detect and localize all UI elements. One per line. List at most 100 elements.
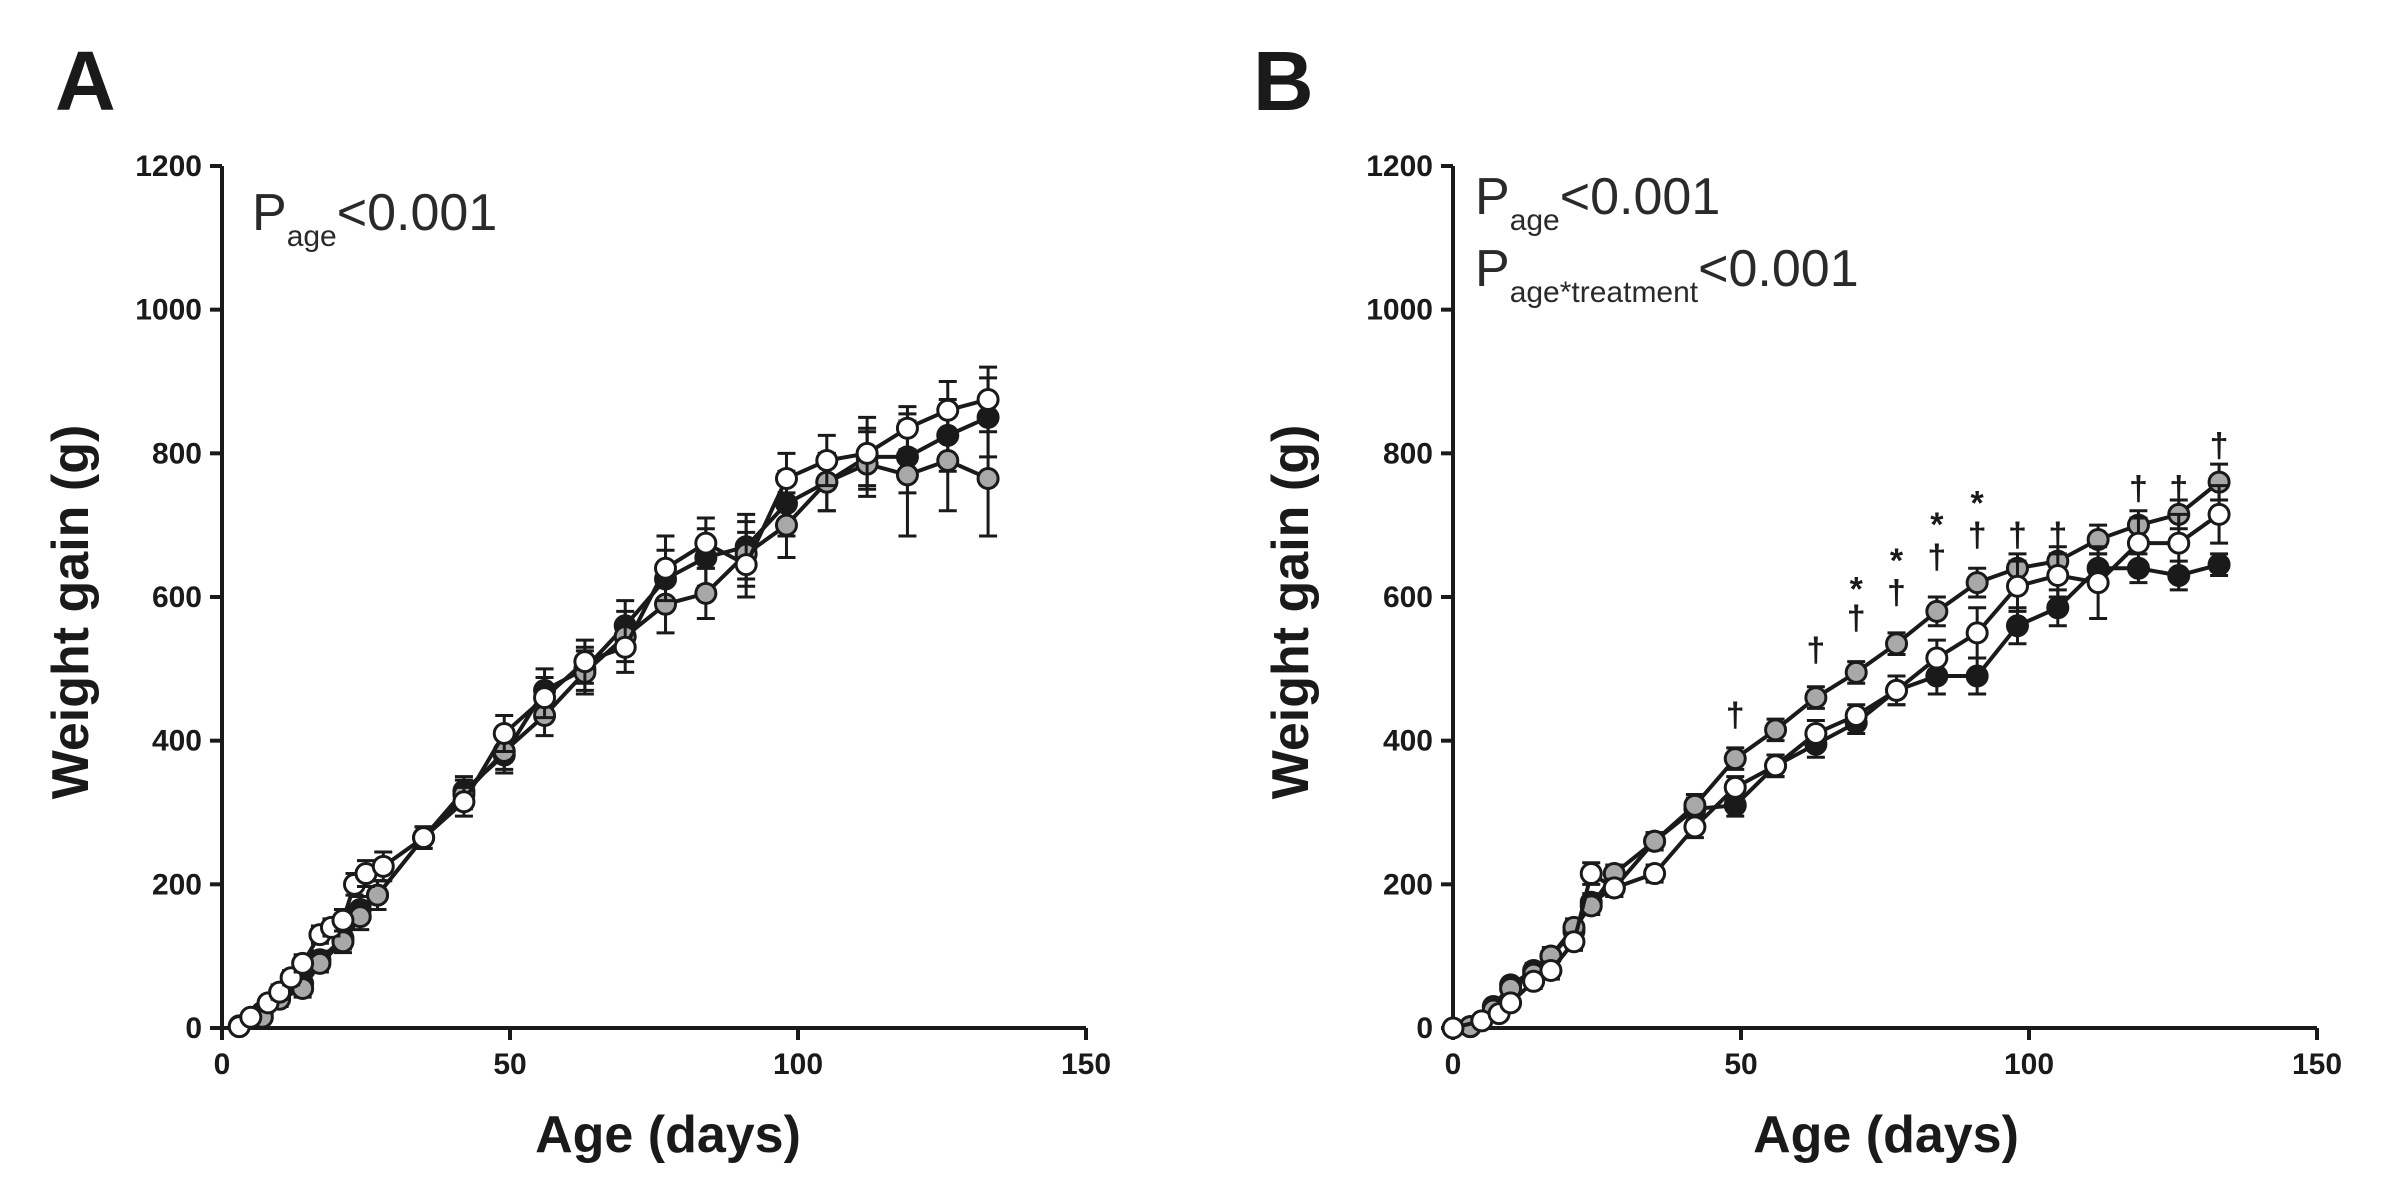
data-point: [1539, 959, 1563, 983]
y-tick-label: 1000: [135, 294, 202, 327]
y-tick-label: 0: [1416, 1012, 1433, 1045]
data-point: [936, 449, 960, 473]
series-gray: [227, 408, 1000, 1039]
y-tick-label: 200: [152, 868, 202, 901]
data-point: [371, 854, 395, 878]
data-point: [533, 686, 557, 710]
x-tick-label: 150: [2292, 1048, 2342, 1081]
data-point: [1522, 969, 1546, 993]
data-point: [492, 721, 516, 745]
data-point: [1965, 621, 1989, 645]
data-point: [976, 466, 1000, 490]
data-point: [1562, 930, 1586, 954]
p-value-text: <0.001: [337, 184, 498, 242]
data-point: [613, 635, 637, 659]
series-layer: [227, 365, 1000, 1039]
data-point: [239, 1005, 263, 1029]
asterisk-mark: *: [1971, 484, 1985, 522]
series-line: [1468, 562, 2220, 1029]
p-subscript: age: [287, 220, 337, 253]
asterisk-mark: *: [1890, 542, 1904, 580]
data-point: [1925, 599, 1949, 623]
data-point: [895, 416, 919, 440]
axes: 0 200 400 600 800 1000 1200 0 50 100 150: [1366, 150, 2342, 1081]
data-point: [452, 790, 476, 814]
data-point: [1885, 632, 1909, 656]
p-value-text: <0.001: [1698, 240, 1859, 298]
p-letter: P: [1475, 168, 1510, 226]
data-point: [2046, 563, 2070, 587]
data-point: [815, 449, 839, 473]
dagger-mark: †: [1726, 696, 1745, 734]
dagger-mark: †: [2169, 470, 2188, 508]
data-point: [1683, 793, 1707, 817]
data-point: [1764, 754, 1788, 778]
dagger-mark: †: [2129, 470, 2148, 508]
data-point: [976, 387, 1000, 411]
data-point: [1643, 862, 1667, 886]
dagger-mark: †: [1927, 538, 1946, 576]
data-point: [895, 463, 919, 487]
data-point: [1844, 704, 1868, 728]
series-white: [227, 365, 1000, 1039]
data-point: [1804, 686, 1828, 710]
x-tick-label: 0: [1445, 1048, 1462, 1081]
asterisk-mark: *: [1930, 506, 1944, 544]
y-axis-title: Weight gain (g): [42, 425, 100, 800]
data-point: [1965, 664, 1989, 688]
data-point: [1965, 571, 1989, 595]
dagger-mark: †: [1887, 574, 1906, 612]
y-tick-label: 800: [152, 437, 202, 470]
y-axis-title: Weight gain (g): [1262, 425, 1320, 800]
x-tick-label: 150: [1061, 1048, 1111, 1081]
y-tick-label: 400: [152, 725, 202, 758]
series-white: [1441, 484, 2231, 1040]
p-value-age: Page<0.001: [1475, 168, 1720, 237]
series-black: [1458, 552, 2231, 1039]
data-point: [2167, 531, 2191, 555]
p-subscript: age*treatment: [1510, 276, 1699, 309]
data-point: [1804, 721, 1828, 745]
x-tick-label: 100: [773, 1048, 823, 1081]
y-tick-label: 600: [1383, 581, 1433, 614]
data-point: [1844, 660, 1868, 684]
data-point: [2126, 531, 2150, 555]
y-tick-label: 200: [1383, 868, 1433, 901]
data-point: [694, 581, 718, 605]
dagger-mark: †: [1806, 632, 1825, 670]
data-point: [1441, 1016, 1465, 1040]
axes: 0 200 400 600 800 1000 1200 0 50 100 150: [135, 150, 1111, 1081]
y-tick-label: 1200: [135, 150, 202, 183]
data-point: [1499, 991, 1523, 1015]
data-point: [2207, 553, 2231, 577]
data-point: [2046, 596, 2070, 620]
data-point: [855, 441, 879, 465]
dagger-mark: †: [2008, 517, 2027, 555]
data-point: [1643, 829, 1667, 853]
data-point: [2207, 502, 2231, 526]
p-letter: P: [1475, 240, 1510, 298]
data-point: [1602, 876, 1626, 900]
dagger-mark: †: [2210, 427, 2229, 465]
p-value-age: Page<0.001: [252, 184, 497, 253]
y-tick-label: 1000: [1366, 294, 1433, 327]
data-point: [694, 531, 718, 555]
data-point: [1683, 815, 1707, 839]
data-point: [1764, 718, 1788, 742]
y-tick-label: 600: [152, 581, 202, 614]
dagger-mark: †: [2048, 517, 2067, 555]
data-point: [291, 951, 315, 975]
data-point: [1723, 747, 1747, 771]
p-subscript: age: [1510, 204, 1560, 237]
data-point: [366, 883, 390, 907]
p-value-age-treatment: Page*treatment<0.001: [1475, 240, 1859, 309]
data-point: [774, 466, 798, 490]
panel-a: A 0 200 400 600 800 1000 1200 0 50 100 150 Age (da…: [42, 34, 1111, 1164]
series-layer: [1441, 462, 2231, 1040]
x-tick-label: 50: [493, 1048, 526, 1081]
data-point: [654, 556, 678, 580]
data-point: [331, 908, 355, 932]
y-tick-label: 1200: [1366, 150, 1433, 183]
